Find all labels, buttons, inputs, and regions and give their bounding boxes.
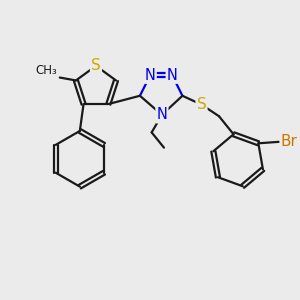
Text: S: S [196,97,206,112]
Text: S: S [91,58,101,74]
Text: N: N [145,68,156,83]
Text: Br: Br [280,134,297,149]
Text: N: N [167,68,178,83]
Text: N: N [157,107,167,122]
Text: CH₃: CH₃ [36,64,57,77]
